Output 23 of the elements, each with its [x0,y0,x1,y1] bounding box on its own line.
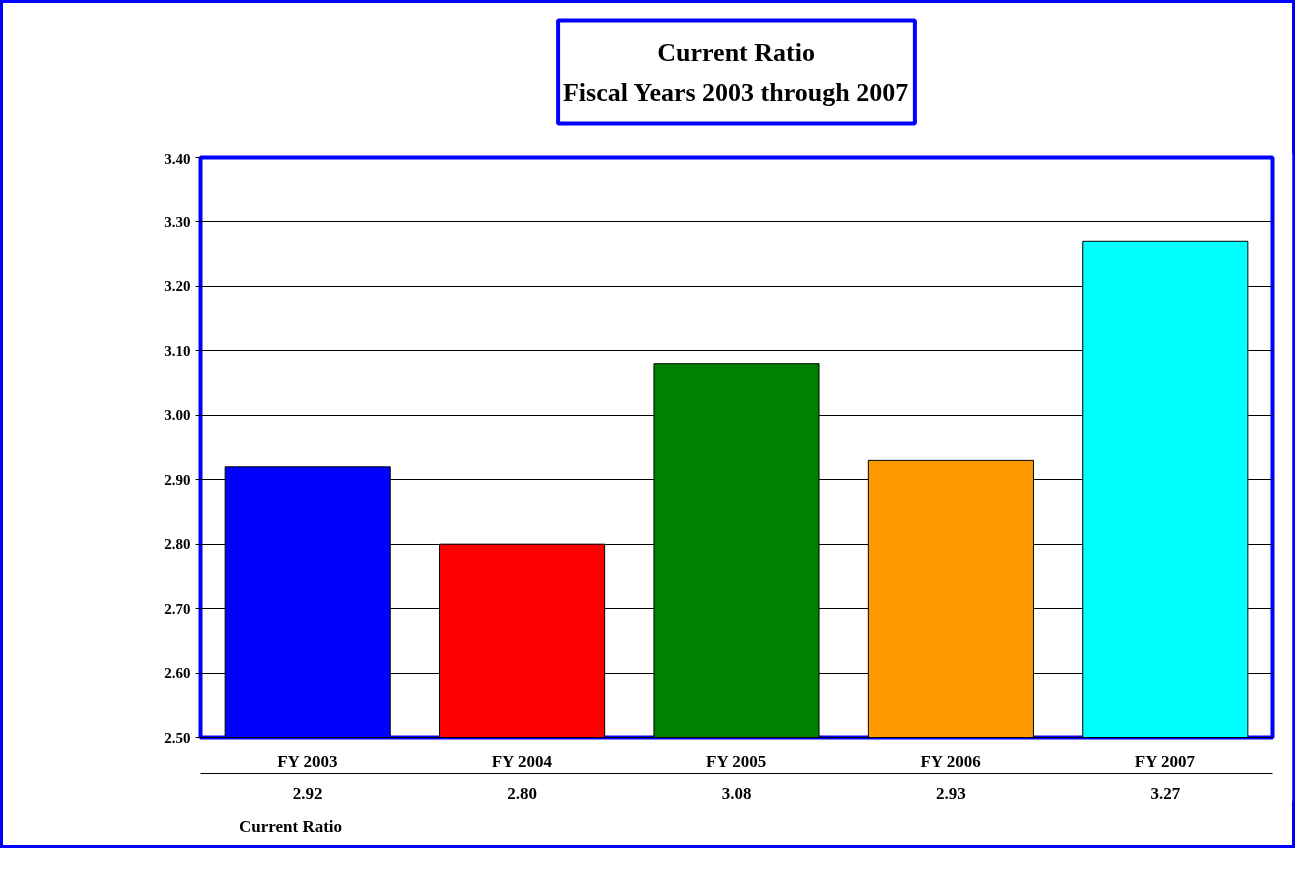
x-tick-label: FY 2003 [277,751,338,771]
data-label: 2.80 [507,783,537,803]
data-label: 3.27 [1150,783,1181,803]
y-tick-label: 2.70 [164,600,191,617]
x-tick-label: FY 2005 [706,751,767,771]
text: Current Ratio [239,817,343,837]
y-tick-label: 2.50 [164,729,191,746]
y-tick-label: 3.30 [164,213,191,230]
chart-subtitle: Fiscal Years 2003 through 2007 [562,78,909,107]
x-tick-label: FY 2004 [491,751,553,771]
y-tick-label: 3.40 [164,150,191,167]
x-tick-label: FY 2007 [1134,751,1196,771]
y-tick-label: 2.60 [164,665,191,682]
y-tick-label: 3.10 [164,342,191,359]
x-tick-label: FY 2006 [920,751,981,771]
y-tick-label: 3.00 [164,407,191,424]
y-tick-label: 2.90 [164,471,191,488]
data-label: 2.92 [292,783,323,803]
data-label: 3.08 [721,783,752,803]
y-tick-label: 2.80 [164,536,191,553]
data-label: 2.93 [936,783,966,803]
chart-title: Current Ratio [657,38,815,67]
y-tick-label: 3.20 [164,278,191,295]
